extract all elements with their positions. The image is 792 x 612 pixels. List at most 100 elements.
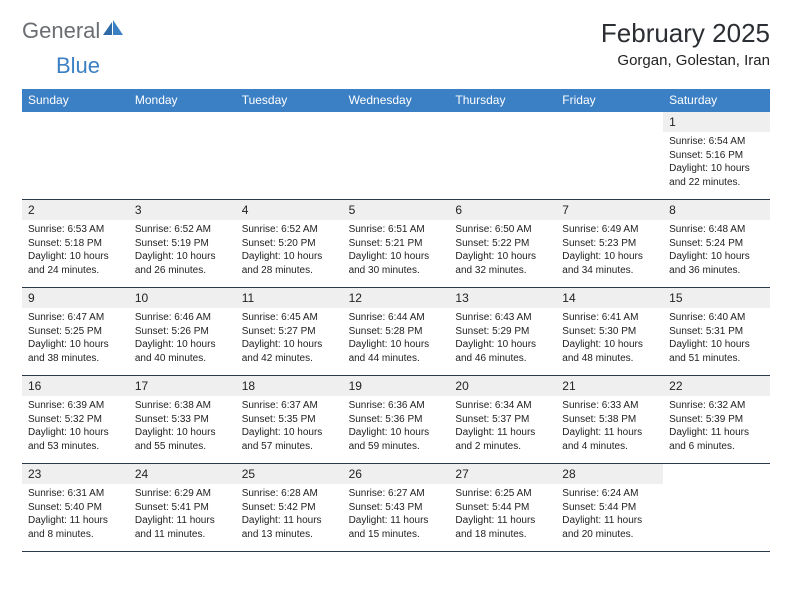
day-number: 3 bbox=[129, 200, 236, 220]
day-number: 20 bbox=[449, 376, 556, 396]
day-number: 26 bbox=[343, 464, 450, 484]
brand-text-general: General bbox=[22, 18, 100, 44]
calendar-cell: 27Sunrise: 6:25 AMSunset: 5:44 PMDayligh… bbox=[449, 464, 556, 552]
day-details: Sunrise: 6:52 AMSunset: 5:20 PMDaylight:… bbox=[236, 220, 343, 277]
calendar-cell: 1Sunrise: 6:54 AMSunset: 5:16 PMDaylight… bbox=[663, 112, 770, 200]
sail-icon bbox=[102, 18, 124, 44]
calendar-cell: 17Sunrise: 6:38 AMSunset: 5:33 PMDayligh… bbox=[129, 376, 236, 464]
calendar-cell: 16Sunrise: 6:39 AMSunset: 5:32 PMDayligh… bbox=[22, 376, 129, 464]
calendar-cell bbox=[449, 112, 556, 200]
day-details: Sunrise: 6:47 AMSunset: 5:25 PMDaylight:… bbox=[22, 308, 129, 365]
brand-logo: General bbox=[22, 18, 126, 44]
weekday-header: Friday bbox=[556, 89, 663, 112]
day-number: 24 bbox=[129, 464, 236, 484]
calendar-cell: 13Sunrise: 6:43 AMSunset: 5:29 PMDayligh… bbox=[449, 288, 556, 376]
location-subtitle: Gorgan, Golestan, Iran bbox=[601, 52, 770, 69]
day-details: Sunrise: 6:32 AMSunset: 5:39 PMDaylight:… bbox=[663, 396, 770, 453]
calendar-cell bbox=[343, 112, 450, 200]
calendar-cell: 23Sunrise: 6:31 AMSunset: 5:40 PMDayligh… bbox=[22, 464, 129, 552]
calendar-cell: 3Sunrise: 6:52 AMSunset: 5:19 PMDaylight… bbox=[129, 200, 236, 288]
calendar-cell: 18Sunrise: 6:37 AMSunset: 5:35 PMDayligh… bbox=[236, 376, 343, 464]
calendar-cell: 2Sunrise: 6:53 AMSunset: 5:18 PMDaylight… bbox=[22, 200, 129, 288]
day-details: Sunrise: 6:48 AMSunset: 5:24 PMDaylight:… bbox=[663, 220, 770, 277]
calendar-grid: 1Sunrise: 6:54 AMSunset: 5:16 PMDaylight… bbox=[22, 112, 770, 552]
calendar-cell: 22Sunrise: 6:32 AMSunset: 5:39 PMDayligh… bbox=[663, 376, 770, 464]
day-details: Sunrise: 6:34 AMSunset: 5:37 PMDaylight:… bbox=[449, 396, 556, 453]
day-details: Sunrise: 6:51 AMSunset: 5:21 PMDaylight:… bbox=[343, 220, 450, 277]
day-details: Sunrise: 6:36 AMSunset: 5:36 PMDaylight:… bbox=[343, 396, 450, 453]
day-details: Sunrise: 6:33 AMSunset: 5:38 PMDaylight:… bbox=[556, 396, 663, 453]
weekday-header: Wednesday bbox=[343, 89, 450, 112]
calendar-cell: 6Sunrise: 6:50 AMSunset: 5:22 PMDaylight… bbox=[449, 200, 556, 288]
day-number: 8 bbox=[663, 200, 770, 220]
day-number: 5 bbox=[343, 200, 450, 220]
day-number: 28 bbox=[556, 464, 663, 484]
weekday-header-row: Sunday Monday Tuesday Wednesday Thursday… bbox=[22, 89, 770, 112]
calendar-cell: 5Sunrise: 6:51 AMSunset: 5:21 PMDaylight… bbox=[343, 200, 450, 288]
day-number: 12 bbox=[343, 288, 450, 308]
calendar-cell: 24Sunrise: 6:29 AMSunset: 5:41 PMDayligh… bbox=[129, 464, 236, 552]
day-number: 10 bbox=[129, 288, 236, 308]
calendar-page: General February 2025 Gorgan, Golestan, … bbox=[0, 0, 792, 570]
calendar-cell: 21Sunrise: 6:33 AMSunset: 5:38 PMDayligh… bbox=[556, 376, 663, 464]
day-details: Sunrise: 6:41 AMSunset: 5:30 PMDaylight:… bbox=[556, 308, 663, 365]
day-number: 25 bbox=[236, 464, 343, 484]
day-details: Sunrise: 6:39 AMSunset: 5:32 PMDaylight:… bbox=[22, 396, 129, 453]
day-number: 17 bbox=[129, 376, 236, 396]
calendar-cell: 7Sunrise: 6:49 AMSunset: 5:23 PMDaylight… bbox=[556, 200, 663, 288]
weekday-header: Thursday bbox=[449, 89, 556, 112]
day-details: Sunrise: 6:38 AMSunset: 5:33 PMDaylight:… bbox=[129, 396, 236, 453]
calendar-cell: 9Sunrise: 6:47 AMSunset: 5:25 PMDaylight… bbox=[22, 288, 129, 376]
day-number: 2 bbox=[22, 200, 129, 220]
day-details: Sunrise: 6:49 AMSunset: 5:23 PMDaylight:… bbox=[556, 220, 663, 277]
calendar-cell: 4Sunrise: 6:52 AMSunset: 5:20 PMDaylight… bbox=[236, 200, 343, 288]
calendar-cell: 28Sunrise: 6:24 AMSunset: 5:44 PMDayligh… bbox=[556, 464, 663, 552]
calendar-cell: 10Sunrise: 6:46 AMSunset: 5:26 PMDayligh… bbox=[129, 288, 236, 376]
day-details: Sunrise: 6:46 AMSunset: 5:26 PMDaylight:… bbox=[129, 308, 236, 365]
day-details: Sunrise: 6:52 AMSunset: 5:19 PMDaylight:… bbox=[129, 220, 236, 277]
day-number: 13 bbox=[449, 288, 556, 308]
day-number: 1 bbox=[663, 112, 770, 132]
day-number: 9 bbox=[22, 288, 129, 308]
calendar-cell: 14Sunrise: 6:41 AMSunset: 5:30 PMDayligh… bbox=[556, 288, 663, 376]
day-number: 23 bbox=[22, 464, 129, 484]
day-number: 19 bbox=[343, 376, 450, 396]
day-details: Sunrise: 6:53 AMSunset: 5:18 PMDaylight:… bbox=[22, 220, 129, 277]
day-number: 15 bbox=[663, 288, 770, 308]
weekday-header: Saturday bbox=[663, 89, 770, 112]
day-details: Sunrise: 6:40 AMSunset: 5:31 PMDaylight:… bbox=[663, 308, 770, 365]
day-number: 6 bbox=[449, 200, 556, 220]
calendar-cell: 11Sunrise: 6:45 AMSunset: 5:27 PMDayligh… bbox=[236, 288, 343, 376]
title-block: February 2025 Gorgan, Golestan, Iran bbox=[601, 18, 770, 69]
calendar-cell bbox=[663, 464, 770, 552]
calendar-cell: 20Sunrise: 6:34 AMSunset: 5:37 PMDayligh… bbox=[449, 376, 556, 464]
calendar-cell bbox=[129, 112, 236, 200]
month-title: February 2025 bbox=[601, 18, 770, 49]
day-number: 14 bbox=[556, 288, 663, 308]
weekday-header: Monday bbox=[129, 89, 236, 112]
day-details: Sunrise: 6:45 AMSunset: 5:27 PMDaylight:… bbox=[236, 308, 343, 365]
day-number: 27 bbox=[449, 464, 556, 484]
day-details: Sunrise: 6:54 AMSunset: 5:16 PMDaylight:… bbox=[663, 132, 770, 189]
calendar-cell bbox=[22, 112, 129, 200]
day-number: 11 bbox=[236, 288, 343, 308]
day-number: 4 bbox=[236, 200, 343, 220]
calendar-cell: 19Sunrise: 6:36 AMSunset: 5:36 PMDayligh… bbox=[343, 376, 450, 464]
day-details: Sunrise: 6:27 AMSunset: 5:43 PMDaylight:… bbox=[343, 484, 450, 541]
calendar-cell: 15Sunrise: 6:40 AMSunset: 5:31 PMDayligh… bbox=[663, 288, 770, 376]
day-details: Sunrise: 6:24 AMSunset: 5:44 PMDaylight:… bbox=[556, 484, 663, 541]
day-details: Sunrise: 6:28 AMSunset: 5:42 PMDaylight:… bbox=[236, 484, 343, 541]
day-details: Sunrise: 6:50 AMSunset: 5:22 PMDaylight:… bbox=[449, 220, 556, 277]
day-number: 16 bbox=[22, 376, 129, 396]
day-number: 7 bbox=[556, 200, 663, 220]
day-details: Sunrise: 6:29 AMSunset: 5:41 PMDaylight:… bbox=[129, 484, 236, 541]
day-number: 21 bbox=[556, 376, 663, 396]
calendar-cell: 25Sunrise: 6:28 AMSunset: 5:42 PMDayligh… bbox=[236, 464, 343, 552]
day-details: Sunrise: 6:31 AMSunset: 5:40 PMDaylight:… bbox=[22, 484, 129, 541]
day-details: Sunrise: 6:37 AMSunset: 5:35 PMDaylight:… bbox=[236, 396, 343, 453]
calendar-cell: 8Sunrise: 6:48 AMSunset: 5:24 PMDaylight… bbox=[663, 200, 770, 288]
calendar-cell bbox=[236, 112, 343, 200]
day-number: 22 bbox=[663, 376, 770, 396]
day-details: Sunrise: 6:25 AMSunset: 5:44 PMDaylight:… bbox=[449, 484, 556, 541]
day-number: 18 bbox=[236, 376, 343, 396]
